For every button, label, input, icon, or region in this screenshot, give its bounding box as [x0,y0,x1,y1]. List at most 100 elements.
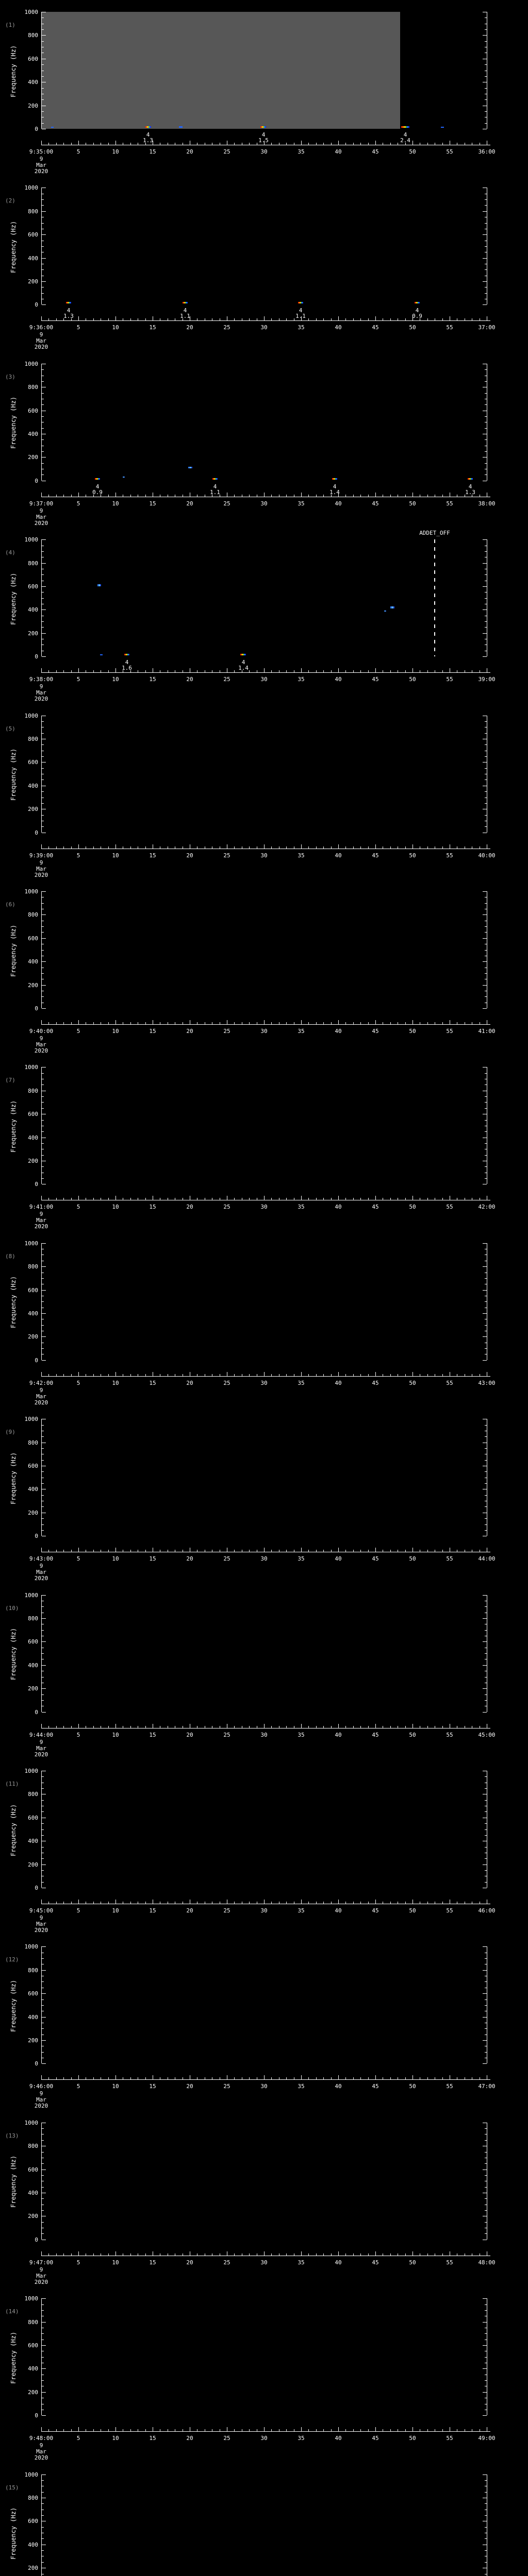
y-tick [42,76,44,77]
x-tick [78,1900,79,1904]
x-tick-label: 9:38:00 [29,676,54,683]
x-tick [145,1902,146,1904]
y-tick [483,1008,487,1009]
x-tick [316,846,317,849]
y-tick [485,1835,487,1836]
x-tick-label: 10 [112,1028,119,1035]
x-tick-label: 10 [112,324,119,331]
y-axis-title: Frequency (Hz) [10,2155,17,2208]
y-axis-title: Frequency (Hz) [10,1979,17,2032]
x-tick-label: 50 [409,676,416,683]
x-tick [405,2429,406,2431]
x-tick-label: 9:41:00 [29,1204,54,1210]
y-tick [42,29,44,30]
x-tick [145,846,146,849]
y-tick [483,35,487,36]
x-tick [412,1020,413,1024]
y-tick-label: 800 [28,2143,38,2149]
x-tick [338,1372,339,1376]
x-tick [78,493,79,497]
x-tick [286,670,287,672]
x-tick [375,1372,376,1376]
y-tick [485,474,487,475]
x-tick [308,2077,309,2079]
x-tick-label: 10 [112,2435,119,2442]
x-tick [130,670,131,672]
x-tick [316,1902,317,1904]
y-tick [42,2368,46,2369]
y-tick [42,586,46,587]
x-tick-label: 9:45:00 [29,1907,54,1914]
x-tick [323,2253,324,2256]
x-tick [145,495,146,497]
y-tick [485,2357,487,2358]
date-label: 9 [39,2090,43,2097]
x-tick [48,2077,49,2079]
x-tick [48,1902,49,1904]
y-tick [485,269,487,270]
x-tick-label: 9:43:00 [29,1555,54,1562]
x-tick [360,1374,361,1376]
x-tick [63,495,64,497]
y-tick-label: 0 [35,1885,38,1891]
x-tick [323,143,324,145]
x-tick [249,1550,250,1552]
x-tick [249,2429,250,2431]
x-tick [427,1022,428,1024]
x-tick [442,1022,443,1024]
x-tick [390,1902,391,1904]
x-tick [48,1374,49,1376]
x-tick-label: 42:00 [478,1204,496,1210]
y-tick [485,1653,487,1654]
x-tick [234,1726,235,1728]
x-tick-label: 5 [76,2259,80,2266]
y-tick-label: 400 [28,958,38,965]
y-tick [485,2480,487,2481]
y-tick-label: 200 [28,278,38,285]
y-tick [485,779,487,780]
y-tick [42,2128,44,2129]
x-tick [427,2077,428,2079]
x-tick [345,1902,346,1904]
y-tick-label: 1000 [24,2120,39,2126]
x-tick [323,670,324,672]
date-label: Mar [36,1921,46,1927]
x-tick-label: 20 [186,1028,193,1035]
x-tick [390,1022,391,1024]
event-mark [441,127,444,128]
x-tick [301,141,302,145]
x-tick [390,670,391,672]
y-tick [42,779,44,780]
y-axis-title: Frequency (Hz) [10,221,17,273]
x-tick [234,670,235,672]
x-tick-label: 10 [112,1380,119,1386]
x-tick [249,143,250,145]
y-tick [483,1360,487,1361]
x-tick-label: 40 [335,2259,342,2266]
x-tick-label: 10 [112,148,119,155]
x-axis [41,2431,490,2432]
x-tick [308,1726,309,1728]
y-tick [483,914,487,915]
x-tick [345,1022,346,1024]
y-tick [42,938,46,939]
x-tick [412,844,413,849]
x-tick [368,2429,369,2431]
y-tick [42,1448,44,1449]
panel-index-label: (4) [5,549,15,556]
y-tick [42,1360,46,1361]
x-tick [41,668,42,672]
event-mark [66,302,71,303]
date-label: Mar [36,1217,46,1224]
date-label: Mar [36,337,46,344]
x-tick-label: 30 [260,1204,268,1210]
x-tick [264,1724,265,1728]
x-tick [93,846,94,849]
x-tick [48,1550,49,1552]
x-tick [78,844,79,849]
x-tick [264,844,265,849]
y-tick [42,111,44,112]
y-tick [483,1665,487,1666]
x-tick [71,1550,72,1552]
y-tick [42,1084,44,1085]
